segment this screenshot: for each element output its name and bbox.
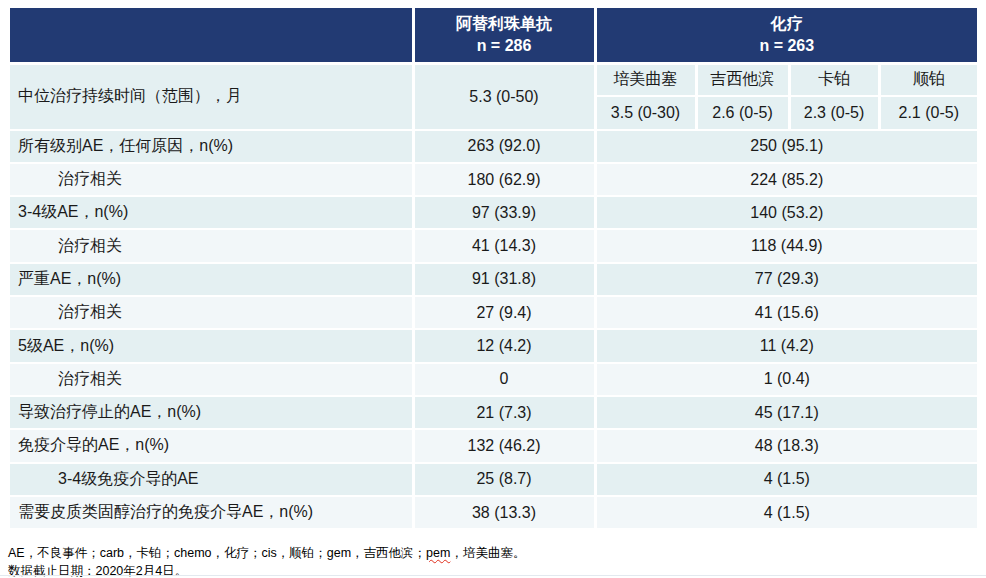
abbreviations-text: AE，不良事件；carb，卡铂；chemo，化疗；cis，顺铂；gem，吉西他滨… (8, 546, 426, 560)
atezolizumab-value: 180 (62.9) (413, 163, 595, 196)
atezolizumab-value: 38 (13.3) (413, 496, 595, 529)
atezolizumab-value: 91 (31.8) (413, 263, 595, 296)
atezolizumab-value: 97 (33.9) (413, 196, 595, 229)
chemo-value: 48 (18.3) (595, 429, 977, 462)
chemo-value: 118 (44.9) (595, 229, 977, 262)
table-row: 治疗相关41 (14.3)118 (44.9) (10, 229, 977, 262)
drug-value-carboplatin: 2.3 (0-5) (789, 96, 879, 129)
header-atezolizumab: 阿替利珠单抗n = 286 (413, 8, 595, 63)
atezolizumab-value: 21 (7.3) (413, 396, 595, 429)
header-empty-cell (10, 8, 413, 63)
table-row: 3-4级免疫介导的AE25 (8.7)4 (1.5) (10, 463, 977, 496)
row-label: 导致治疗停止的AE，n(%) (10, 396, 413, 429)
atezolizumab-value: 12 (4.2) (413, 329, 595, 362)
abbreviations-note: AE，不良事件；carb，卡铂；chemo，化疗；cis，顺铂；gem，吉西他滨… (8, 545, 525, 563)
row-label: 中位治疗持续时间（范围），月 (10, 63, 413, 130)
ae-table: 阿替利珠单抗n = 286 化疗n = 263 中位治疗持续时间（范围），月 5… (10, 8, 977, 530)
chemo-value: 224 (85.2) (595, 163, 977, 196)
ae-summary-slide: 阿替利珠单抗n = 286 化疗n = 263 中位治疗持续时间（范围），月 5… (0, 0, 986, 578)
chemo-value: 41 (15.6) (595, 296, 977, 329)
row-label: 需要皮质类固醇治疗的免疫介导AE，n(%) (10, 496, 413, 529)
table-row: 治疗相关01 (0.4) (10, 363, 977, 396)
bottom-divider (0, 575, 986, 576)
atezolizumab-value: 27 (9.4) (413, 296, 595, 329)
table-row: 治疗相关27 (9.4)41 (15.6) (10, 296, 977, 329)
atezolizumab-value: 25 (8.7) (413, 463, 595, 496)
atezolizumab-value: 263 (92.0) (413, 130, 595, 163)
table-row: 5级AE，n(%)12 (4.2)11 (4.2) (10, 329, 977, 362)
chemo-value: 77 (29.3) (595, 263, 977, 296)
table-row: 需要皮质类固醇治疗的免疫介导AE，n(%)38 (13.3)4 (1.5) (10, 496, 977, 529)
drug-name-gemcitabine: 吉西他滨 (696, 63, 789, 96)
chemo-value: 45 (17.1) (595, 396, 977, 429)
chemo-value: 4 (1.5) (595, 463, 977, 496)
row-label: 治疗相关 (10, 229, 413, 262)
atezolizumab-title: 阿替利珠单抗 (415, 13, 594, 35)
table-row: 导致治疗停止的AE，n(%)21 (7.3)45 (17.1) (10, 396, 977, 429)
header-row: 阿替利珠单抗n = 286 化疗n = 263 (10, 8, 977, 63)
table-row: 3-4级AE，n(%)97 (33.9)140 (53.2) (10, 196, 977, 229)
row-label: 严重AE，n(%) (10, 263, 413, 296)
table-row: 严重AE，n(%)91 (31.8)77 (29.3) (10, 263, 977, 296)
atezolizumab-value: 41 (14.3) (413, 229, 595, 262)
chemo-value: 1 (0.4) (595, 363, 977, 396)
footnotes: AE，不良事件；carb，卡铂；chemo，化疗；cis，顺铂；gem，吉西他滨… (8, 545, 525, 578)
abbreviations-text-tail: ，培美曲塞。 (450, 546, 525, 560)
chemo-value: 140 (53.2) (595, 196, 977, 229)
pem-misspelled-word: pem (426, 546, 450, 560)
table-row: 治疗相关180 (62.9)224 (85.2) (10, 163, 977, 196)
row-label: 免疫介导的AE，n(%) (10, 429, 413, 462)
chemo-value: 250 (95.1) (595, 130, 977, 163)
drug-value-cisplatin: 2.1 (0-5) (879, 96, 977, 129)
chemo-n: n = 263 (597, 35, 978, 57)
row-label: 5级AE，n(%) (10, 329, 413, 362)
row-label: 治疗相关 (10, 296, 413, 329)
row-label: 治疗相关 (10, 163, 413, 196)
row-label: 3-4级免疫介导的AE (10, 463, 413, 496)
chemo-value: 4 (1.5) (595, 496, 977, 529)
chemo-value: 11 (4.2) (595, 329, 977, 362)
row-label: 所有级别AE，任何原因，n(%) (10, 130, 413, 163)
drug-name-cisplatin: 顺铂 (879, 63, 977, 96)
duration-atezolizumab-value: 5.3 (0-50) (413, 63, 595, 130)
row-label: 3-4级AE，n(%) (10, 196, 413, 229)
table-row: 免疫介导的AE，n(%)132 (46.2)48 (18.3) (10, 429, 977, 462)
atezolizumab-value: 0 (413, 363, 595, 396)
header-chemo: 化疗n = 263 (595, 8, 977, 63)
atezolizumab-value: 132 (46.2) (413, 429, 595, 462)
drug-name-pemetrexed: 培美曲塞 (595, 63, 696, 96)
row-label: 治疗相关 (10, 363, 413, 396)
duration-row-drug-names: 中位治疗持续时间（范围），月 5.3 (0-50) 培美曲塞 吉西他滨 卡铂 顺… (10, 63, 977, 96)
atezolizumab-n: n = 286 (415, 35, 594, 57)
drug-name-carboplatin: 卡铂 (789, 63, 879, 96)
chemo-title: 化疗 (597, 13, 978, 35)
drug-value-gemcitabine: 2.6 (0-5) (696, 96, 789, 129)
drug-value-pemetrexed: 3.5 (0-30) (595, 96, 696, 129)
table-row: 所有级别AE，任何原因，n(%)263 (92.0)250 (95.1) (10, 130, 977, 163)
